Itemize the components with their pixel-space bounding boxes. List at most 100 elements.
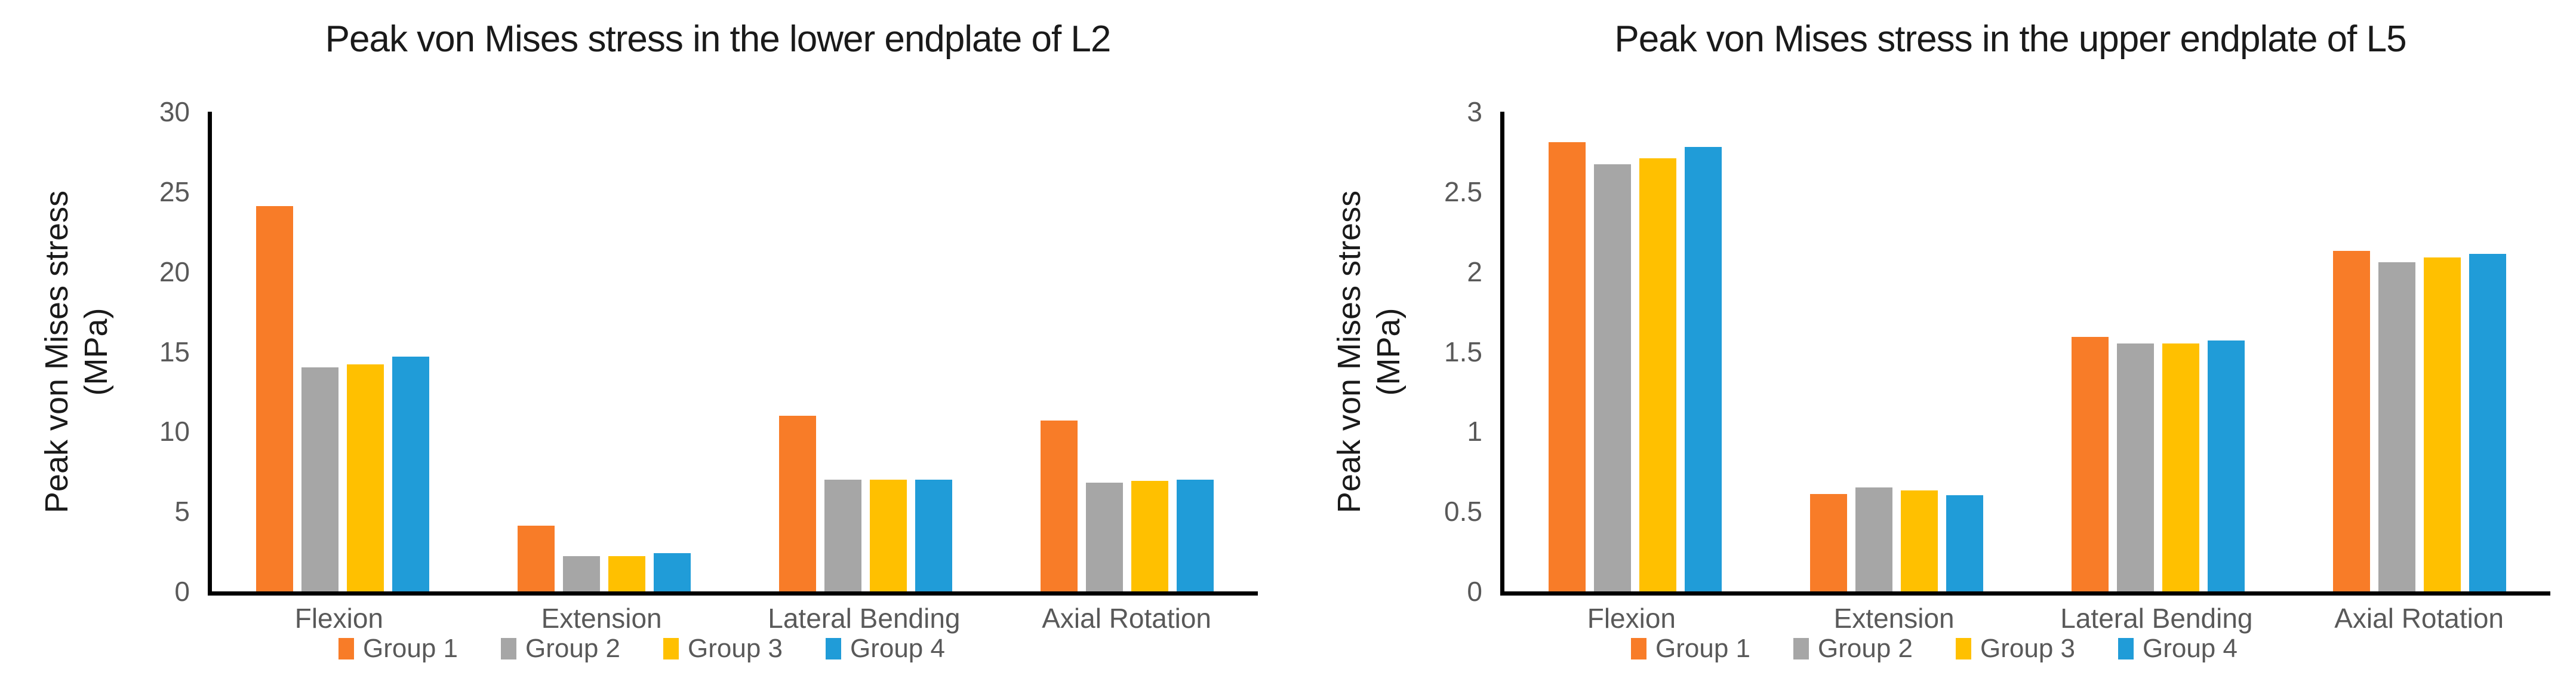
- category-label: Extension: [1833, 603, 1955, 634]
- bar-group-4-lateral-bending: [2208, 340, 2245, 591]
- y-axis-tick-labels: 3 2.5 2 1.5 1 0.5 0: [1292, 96, 1482, 607]
- bar-group-2-extension: [563, 556, 600, 591]
- legend-label: Group 2: [1818, 634, 1913, 663]
- legend-swatch: [338, 638, 355, 659]
- legend-swatch: [2118, 638, 2134, 659]
- bar-group-4-extension: [1946, 495, 1983, 591]
- y-tick-label: 2.5: [1444, 176, 1482, 207]
- bar-group-1-extension: [1810, 493, 1847, 591]
- bar-group-flexion: [212, 112, 473, 591]
- bar-group-2-lateral-bending: [2117, 343, 2154, 591]
- legend-item-group-4: Group 4: [825, 634, 945, 664]
- y-tick-label: 20: [159, 256, 190, 287]
- legend-swatch: [501, 638, 517, 659]
- bar-group-4-axial-rotation: [2469, 254, 2506, 591]
- category-label: Lateral Bending: [2060, 603, 2253, 634]
- bar-group-lateral-bending: [735, 112, 996, 591]
- legend-item-group-1: Group 1: [1631, 634, 1750, 664]
- legend: Group 1 Group 2 Group 3 Group 4: [0, 632, 1284, 665]
- bar-group-1-flexion: [256, 205, 293, 591]
- bar-group-3-axial-rotation: [2424, 257, 2461, 591]
- legend-item-group-4: Group 4: [2118, 634, 2238, 664]
- y-tick-label: 0.5: [1444, 496, 1482, 527]
- bar-group-3-extension: [608, 556, 645, 591]
- y-axis-tick-labels: 30 25 20 15 10 5 0: [0, 96, 190, 607]
- bar-group-3-lateral-bending: [870, 479, 907, 591]
- y-tick-label: 5: [174, 496, 190, 527]
- bar-group-1-extension: [518, 526, 555, 591]
- bar-group-axial-rotation: [996, 112, 1258, 591]
- bar-group-extension: [473, 112, 735, 591]
- bar-group-2-flexion: [301, 367, 338, 591]
- bar-group-4-flexion: [1685, 146, 1722, 591]
- bar-group-1-axial-rotation: [1041, 420, 1078, 591]
- y-tick-label: 1.5: [1444, 336, 1482, 367]
- legend-item-group-3: Group 3: [663, 634, 783, 664]
- bar-group-lateral-bending: [2027, 112, 2289, 591]
- y-tick-label: 0: [174, 576, 190, 607]
- legend-item-group-2: Group 2: [1793, 634, 1913, 664]
- category-label: Axial Rotation: [2334, 603, 2504, 634]
- bar-group-4-axial-rotation: [1177, 479, 1214, 591]
- y-tick-label: 1: [1467, 416, 1482, 447]
- bar-group-3-lateral-bending: [2162, 343, 2199, 591]
- legend-swatch: [825, 638, 841, 659]
- legend-label: Group 1: [363, 634, 458, 663]
- legend-label: Group 3: [688, 634, 783, 663]
- legend-item-group-3: Group 3: [1956, 634, 2075, 664]
- chart-lower-endplate-L2: Peak von Mises stress in the lower endpl…: [0, 0, 1284, 678]
- bar-group-2-axial-rotation: [2378, 262, 2415, 591]
- bar-group-2-flexion: [1594, 164, 1631, 591]
- bar-group-1-flexion: [1549, 142, 1586, 591]
- bar-group-axial-rotation: [2289, 112, 2550, 591]
- legend-label: Group 1: [1655, 634, 1751, 663]
- y-tick-label: 3: [1467, 96, 1482, 127]
- bar-groups: [1504, 112, 2550, 591]
- legend: Group 1 Group 2 Group 3 Group 4: [1292, 632, 2576, 665]
- bar-group-3-flexion: [347, 364, 384, 591]
- legend-swatch: [1793, 638, 1809, 659]
- category-label: Axial Rotation: [1042, 603, 1212, 634]
- legend-item-group-2: Group 2: [501, 634, 620, 664]
- y-tick-label: 0: [1467, 576, 1482, 607]
- legend-swatch: [1631, 638, 1647, 659]
- x-axis-category-labels: Flexion Extension Lateral Bending Axial Rot…: [1500, 602, 2550, 634]
- legend-item-group-1: Group 1: [338, 634, 458, 664]
- category-label: Lateral Bending: [768, 603, 961, 634]
- chart-title: Peak von Mises stress in the lower endpl…: [325, 19, 1112, 60]
- bar-group-1-lateral-bending: [2072, 337, 2109, 591]
- legend-swatch: [1956, 638, 1971, 659]
- category-label: Extension: [541, 603, 662, 634]
- bar-group-3-extension: [1901, 490, 1938, 591]
- category-label: Flexion: [294, 603, 384, 634]
- chart-upper-endplate-L5: Peak von Mises stress in the upper endpl…: [1292, 0, 2576, 678]
- x-axis-category-labels: Flexion Extension Lateral Bending Axial Rot…: [208, 602, 1258, 634]
- bar-group-1-axial-rotation: [2333, 250, 2370, 591]
- bar-group-1-lateral-bending: [779, 415, 816, 591]
- bar-group-3-axial-rotation: [1131, 481, 1168, 591]
- legend-label: Group 4: [850, 634, 945, 663]
- chart-title: Peak von Mises stress in the upper endpl…: [1614, 19, 2406, 60]
- bar-group-flexion: [1504, 112, 1766, 591]
- legend-label: Group 4: [2142, 634, 2238, 663]
- category-label: Flexion: [1587, 603, 1676, 634]
- bar-group-2-axial-rotation: [1086, 483, 1123, 591]
- bar-group-4-flexion: [392, 356, 429, 591]
- bar-group-2-lateral-bending: [824, 479, 861, 591]
- y-tick-label: 15: [159, 336, 190, 367]
- legend-label: Group 2: [525, 634, 620, 663]
- bar-group-4-lateral-bending: [915, 479, 952, 591]
- y-tick-label: 30: [159, 96, 190, 127]
- bar-group-4-extension: [654, 553, 691, 591]
- y-tick-label: 25: [159, 176, 190, 207]
- bar-group-extension: [1766, 112, 2027, 591]
- y-tick-label: 2: [1467, 256, 1482, 287]
- legend-label: Group 3: [1980, 634, 2075, 663]
- bar-group-2-extension: [1855, 487, 1892, 591]
- bar-group-3-flexion: [1639, 158, 1676, 591]
- bar-groups: [212, 112, 1258, 591]
- y-tick-label: 10: [159, 416, 190, 447]
- plot-area: [208, 112, 1258, 596]
- plot-area: [1500, 112, 2550, 596]
- legend-swatch: [663, 638, 679, 659]
